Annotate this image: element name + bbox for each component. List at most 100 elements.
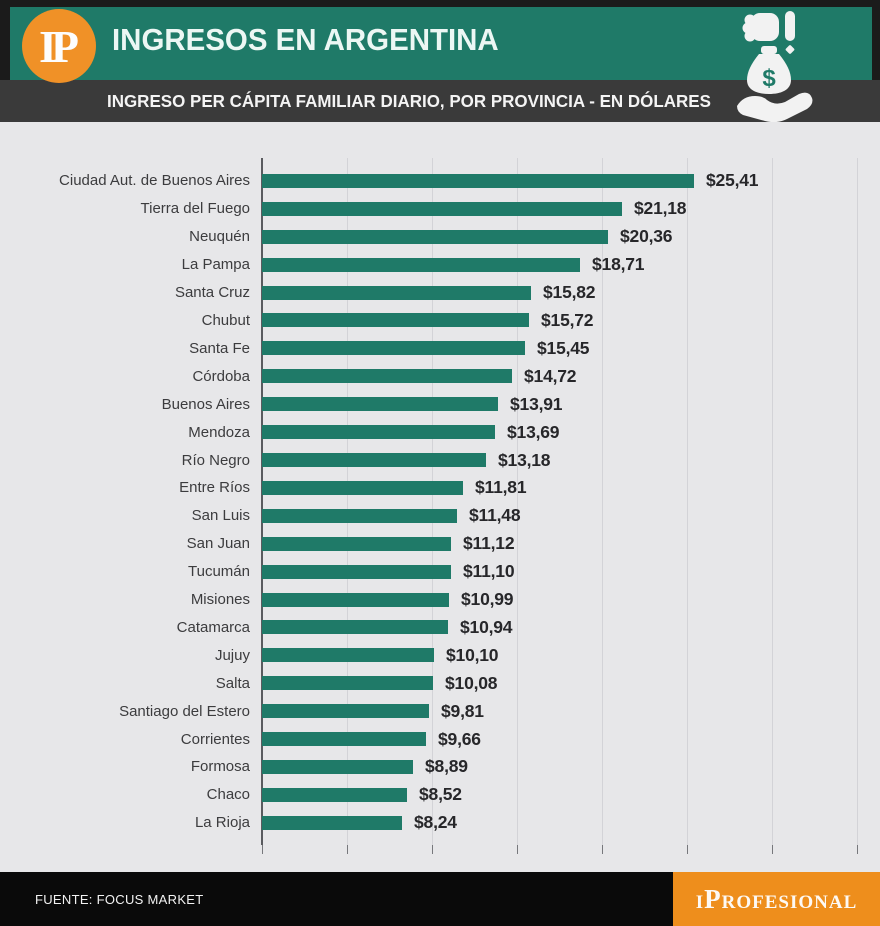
value-label: $11,81 (475, 477, 527, 498)
chart-row: Chubut $15,72 (0, 307, 880, 335)
province-label: Buenos Aires (161, 395, 250, 413)
gridline (772, 158, 773, 845)
bar-area: $9,81 (262, 701, 484, 722)
province-label: La Rioja (194, 814, 250, 832)
province-label: Neuquén (189, 228, 250, 246)
province-label: San Juan (186, 535, 250, 553)
chart-row: Formosa $8,89 (0, 753, 880, 781)
axis-tick (262, 845, 263, 854)
bar-area: $21,18 (262, 198, 687, 219)
chart-row: Neuquén $20,36 (0, 223, 880, 251)
bar-area: $15,72 (262, 309, 594, 331)
value-label: $13,69 (507, 421, 560, 442)
value-label: $15,72 (541, 309, 594, 330)
brand-logo: iProfesional (695, 883, 858, 914)
bar (262, 732, 426, 747)
gridline (602, 158, 603, 845)
value-label: $11,12 (463, 533, 515, 554)
province-label: Misiones (190, 591, 250, 609)
bar (262, 397, 498, 412)
value-label: $8,52 (419, 784, 462, 805)
bar-area: $11,12 (262, 533, 515, 554)
bar-area: $11,81 (262, 477, 527, 498)
value-label: $15,82 (543, 282, 596, 303)
bar (262, 564, 451, 579)
bar (262, 508, 457, 523)
bar (262, 620, 448, 635)
bar (262, 257, 580, 272)
bar (262, 759, 413, 774)
axis-tick (602, 845, 603, 854)
province-label: Ciudad Aut. de Buenos Aires (59, 172, 250, 190)
chart-row: Río Negro $13,18 (0, 446, 880, 474)
source-label: FUENTE: FOCUS MARKET (35, 891, 204, 907)
bar (262, 173, 694, 188)
header-teal-band (10, 7, 872, 80)
bar-area: $13,69 (262, 421, 560, 443)
bar-area: $10,94 (262, 616, 513, 638)
province-label: La Pampa (181, 256, 250, 274)
bar-area: $18,71 (262, 254, 645, 275)
bar (262, 815, 402, 830)
chart-row: Catamarca $10,94 (0, 614, 880, 642)
axis-line (261, 158, 263, 845)
province-label: Santa Fe (189, 339, 250, 357)
value-label: $15,45 (537, 337, 590, 358)
province-label: Entre Ríos (179, 479, 250, 497)
chart-row: Santiago del Estero $9,81 (0, 697, 880, 725)
value-label: $10,10 (446, 644, 499, 665)
value-label: $11,10 (463, 561, 515, 582)
province-label: Jujuy (214, 646, 250, 664)
bar-area: $10,08 (262, 672, 498, 694)
province-label: Tierra del Fuego (140, 200, 251, 218)
chart-row: Tucumán $11,10 (0, 558, 880, 586)
axis-tick (857, 845, 858, 854)
bar (262, 536, 451, 551)
value-label: $20,36 (620, 226, 673, 247)
subtitle-bar: INGRESO PER CÁPITA FAMILIAR DIARIO, POR … (0, 80, 880, 122)
money-in-hand-icon: $ (737, 11, 813, 122)
bar-area: $25,41 (262, 170, 759, 191)
chart-row: Mendoza $13,69 (0, 418, 880, 446)
axis-tick (687, 845, 688, 854)
value-label: $10,94 (460, 616, 513, 637)
chart-row: Chaco $8,52 (0, 781, 880, 809)
bar (262, 453, 486, 468)
bar (262, 425, 495, 440)
bar-area: $15,82 (262, 282, 596, 303)
bar-area: $20,36 (262, 226, 673, 247)
bar-area: $10,10 (262, 644, 499, 666)
chart-row: Buenos Aires $13,91 (0, 390, 880, 418)
bar-area: $8,89 (262, 756, 468, 777)
chart-row: Jujuy $10,10 (0, 641, 880, 669)
chart-row: Entre Ríos $11,81 (0, 474, 880, 502)
bar-area: $11,10 (262, 561, 515, 582)
chart-row: La Pampa $18,71 (0, 251, 880, 279)
bar (262, 704, 429, 719)
province-label: Formosa (190, 758, 250, 776)
province-label: Catamarca (176, 618, 250, 636)
axis-tick (517, 845, 518, 854)
value-label: $21,18 (634, 198, 687, 219)
chart-row: Misiones $10,99 (0, 586, 880, 614)
bar-area: $15,45 (262, 337, 590, 359)
bar-area: $10,99 (262, 589, 514, 610)
chart-subtitle: INGRESO PER CÁPITA FAMILIAR DIARIO, POR … (107, 90, 711, 111)
value-label: $14,72 (524, 365, 577, 386)
bar (262, 229, 608, 244)
axis-tick (772, 845, 773, 854)
chart-row: Salta $10,08 (0, 669, 880, 697)
bar (262, 480, 463, 495)
chart-row: Tierra del Fuego $21,18 (0, 195, 880, 223)
gridline (857, 158, 858, 845)
value-label: $10,08 (445, 672, 498, 693)
bar-area: $9,66 (262, 729, 481, 750)
bar-area: $8,52 (262, 784, 462, 805)
bar-area: $8,24 (262, 812, 457, 833)
gridline (432, 158, 433, 845)
dollar-sign-icon: $ (762, 65, 776, 92)
chart-row: Santa Fe $15,45 (0, 334, 880, 362)
brand-block: iProfesional (673, 872, 880, 926)
province-label: Santiago del Estero (119, 702, 250, 720)
